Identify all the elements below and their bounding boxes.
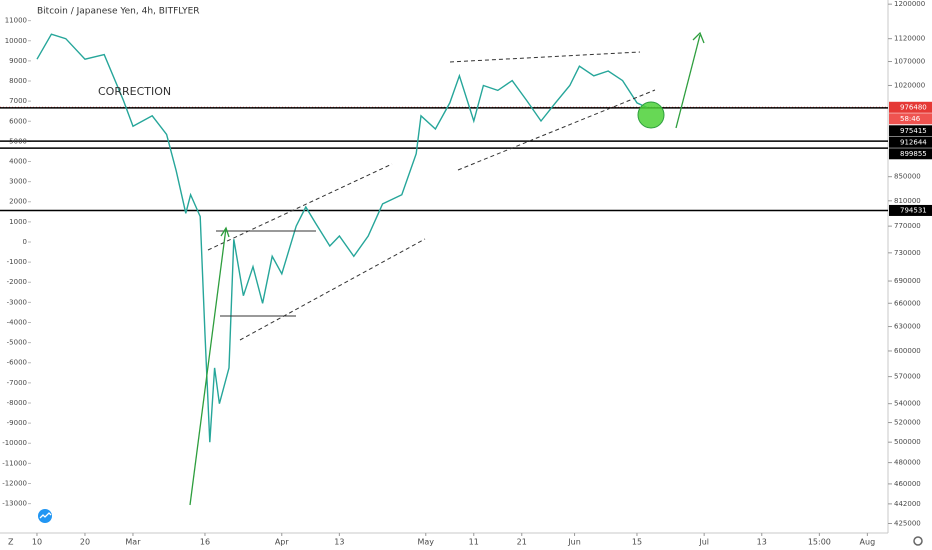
last-price-tag bbox=[889, 101, 932, 113]
wedge-top bbox=[449, 51, 641, 63]
x-tick-label: Mar bbox=[125, 538, 141, 547]
arrow-head-2 bbox=[692, 31, 705, 44]
y2-tick-label: 9000 bbox=[9, 57, 27, 65]
logo-icon bbox=[38, 509, 52, 523]
x-tick-label: Aug bbox=[860, 538, 876, 547]
arrow-up-2 bbox=[675, 34, 701, 129]
y-tick-label: 1120000 bbox=[894, 35, 925, 43]
level-tag bbox=[889, 125, 932, 137]
y-tick-label: 570000 bbox=[894, 373, 921, 381]
y2-tick-label: -1000 bbox=[7, 258, 27, 266]
level-tag bbox=[889, 148, 932, 160]
target-circle bbox=[637, 101, 665, 129]
y2-tick-label: -6000 bbox=[7, 359, 27, 367]
channel-top bbox=[207, 163, 393, 251]
y2-tick-label: 1000 bbox=[9, 218, 27, 226]
y-tick-label: 442000 bbox=[894, 500, 921, 508]
countdown-label: 58:46 bbox=[900, 115, 921, 123]
y-tick-label: 460000 bbox=[894, 480, 921, 488]
x-tick-label: 20 bbox=[80, 538, 90, 547]
y2-tick-label: 6000 bbox=[9, 117, 27, 125]
y2-tick-label: -8000 bbox=[7, 399, 27, 407]
level-label: 899855 bbox=[900, 150, 927, 158]
y2-tick-label: -12000 bbox=[2, 479, 27, 487]
x-tick-label: 13 bbox=[334, 538, 344, 547]
arrow-head-1 bbox=[220, 226, 230, 238]
y2-tick-label: 8000 bbox=[9, 77, 27, 85]
x-tick-label: 10 bbox=[32, 538, 42, 547]
y2-tick-label: -7000 bbox=[7, 379, 27, 387]
x-tick-label: Apr bbox=[275, 538, 290, 547]
level-tag bbox=[889, 204, 932, 216]
y2-tick-label: 3000 bbox=[9, 178, 27, 186]
y2-tick-label: 10000 bbox=[5, 37, 27, 45]
y-tick-label: 850000 bbox=[894, 173, 921, 181]
drawings bbox=[207, 51, 656, 341]
arrows bbox=[189, 31, 705, 506]
y-tick-label: 540000 bbox=[894, 400, 921, 408]
y-tick-label: 630000 bbox=[894, 323, 921, 331]
y-tick-label: 1020000 bbox=[894, 81, 925, 89]
y2-tick-label: -9000 bbox=[7, 419, 27, 427]
level-label: 912644 bbox=[900, 138, 927, 146]
logo bbox=[38, 509, 52, 523]
y-tick-label: 500000 bbox=[894, 438, 921, 446]
x-tick-label: 16 bbox=[200, 538, 210, 547]
x-tick-label: 13 bbox=[757, 538, 767, 547]
logo-mark bbox=[39, 512, 52, 519]
y2-tick-label: 2000 bbox=[9, 198, 27, 206]
y-tick-label: 660000 bbox=[894, 299, 921, 307]
level-label: 975415 bbox=[900, 127, 927, 135]
x-tick-label: 11 bbox=[469, 538, 479, 547]
channel-bottom bbox=[239, 238, 426, 341]
level-label: 794531 bbox=[900, 206, 927, 214]
y-tick-label: 480000 bbox=[894, 459, 921, 467]
y-tick-label: 810000 bbox=[894, 197, 921, 205]
y-tick-label: 1070000 bbox=[894, 58, 925, 66]
last-price-label: 976480 bbox=[900, 103, 927, 111]
y-tick-label: 730000 bbox=[894, 249, 921, 257]
x-tick-label: 21 bbox=[517, 538, 527, 547]
y2-tick-label: -4000 bbox=[7, 318, 27, 326]
annotation: CORRECTION bbox=[98, 85, 171, 98]
y2-tick-label: 5000 bbox=[9, 137, 27, 145]
countdown-tag bbox=[889, 113, 932, 125]
x-tick-label: 15:00 bbox=[808, 538, 831, 547]
level-tag bbox=[889, 136, 932, 148]
y-tick-label: 690000 bbox=[894, 277, 921, 285]
y-tick-label: 425000 bbox=[894, 519, 921, 527]
settings-button[interactable] bbox=[913, 536, 923, 546]
y-tick-label: 520000 bbox=[894, 419, 921, 427]
y2-tick-label: 11000 bbox=[5, 17, 27, 25]
arrow-up-1 bbox=[189, 227, 227, 506]
y2-tick-label: 7000 bbox=[9, 97, 27, 105]
chart-title: Bitcoin / Japanese Yen, 4h, BITFLYER bbox=[37, 7, 200, 17]
y-tick-label: 1200000 bbox=[894, 0, 925, 8]
x-tick-label: 15 bbox=[632, 538, 642, 547]
y2-tick-label: -5000 bbox=[7, 339, 27, 347]
y-tick-label: 770000 bbox=[894, 222, 921, 230]
plot bbox=[0, 3, 892, 536]
y2-tick-label: -2000 bbox=[7, 278, 27, 286]
x-tick-label: Jul bbox=[698, 538, 709, 547]
y2-tick-label: -10000 bbox=[2, 439, 27, 447]
y2-tick-label: -3000 bbox=[7, 298, 27, 306]
wedge-bottom bbox=[457, 89, 656, 171]
x-tick-label: May bbox=[417, 538, 434, 547]
y2-tick-label: -11000 bbox=[2, 459, 27, 467]
y2-tick-label: 4000 bbox=[9, 157, 27, 165]
zoom-button[interactable]: Z bbox=[8, 538, 14, 547]
y2-tick-label: 0 bbox=[23, 238, 27, 246]
y2-tick-label: -13000 bbox=[2, 500, 27, 508]
price-line bbox=[36, 33, 647, 443]
y-tick-label: 600000 bbox=[894, 347, 921, 355]
x-tick-label: Jun bbox=[567, 538, 581, 547]
